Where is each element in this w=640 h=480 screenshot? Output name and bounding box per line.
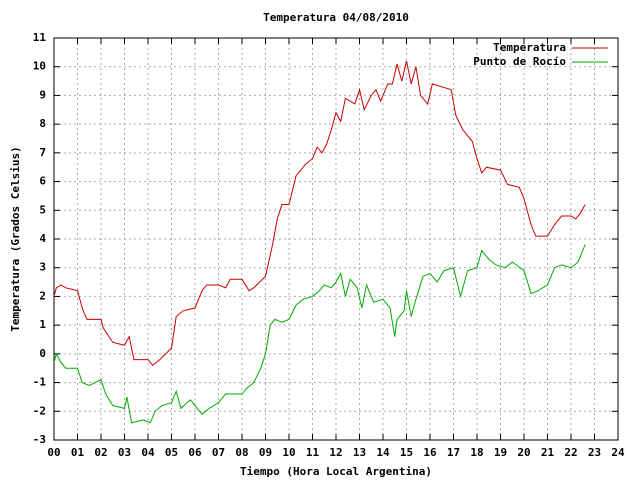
x-tick-label: 02 <box>94 446 107 459</box>
x-tick-label: 15 <box>400 446 413 459</box>
data-line <box>53 244 586 424</box>
x-tick-label: 12 <box>329 446 342 459</box>
y-tick-label: 8 <box>39 117 46 130</box>
x-tick-label: 11 <box>306 446 320 459</box>
y-tick-label: -3 <box>33 433 46 446</box>
y-tick-label: 3 <box>39 261 46 274</box>
y-tick-label: -1 <box>33 376 47 389</box>
x-tick-label: 07 <box>212 446 225 459</box>
x-axis-label: Tiempo (Hora Local Argentina) <box>240 465 432 478</box>
plot-border <box>53 37 619 441</box>
x-tick-label: 01 <box>71 446 85 459</box>
x-tick-label: 18 <box>470 446 483 459</box>
y-tick-label: 1 <box>39 318 46 331</box>
x-tick-label: 21 <box>541 446 555 459</box>
chart-title: Temperatura 04/08/2010 <box>263 11 409 24</box>
y-axis-label: Temperatura (Grados Celsius) <box>9 146 22 331</box>
y-tick-label: -2 <box>33 404 46 417</box>
legend-label: Punto de Rocío <box>473 55 566 68</box>
y-tick-label: 7 <box>39 146 46 159</box>
y-tick-label: 6 <box>39 175 46 188</box>
x-tick-label: 10 <box>282 446 295 459</box>
y-tick-label: 5 <box>39 203 46 216</box>
y-tick-label: 0 <box>39 347 46 360</box>
x-tick-label: 20 <box>517 446 530 459</box>
x-tick-label: 08 <box>235 446 248 459</box>
x-tick-label: 24 <box>611 446 625 459</box>
x-tick-label: 17 <box>447 446 460 459</box>
y-tick-label: 9 <box>39 88 46 101</box>
y-tick-label: 2 <box>39 289 46 302</box>
y-tick-label: 11 <box>33 31 47 44</box>
x-tick-label: 04 <box>141 446 155 459</box>
x-tick-label: 19 <box>494 446 507 459</box>
legend-label: Temperatura <box>493 41 566 54</box>
x-tick-label: 13 <box>353 446 366 459</box>
x-tick-label: 09 <box>259 446 272 459</box>
y-tick-label: 10 <box>33 60 46 73</box>
data-line <box>53 60 586 367</box>
x-tick-label: 05 <box>165 446 178 459</box>
x-tick-label: 00 <box>47 446 60 459</box>
x-tick-label: 16 <box>423 446 437 459</box>
x-tick-label: 06 <box>188 446 202 459</box>
x-tick-label: 23 <box>588 446 601 459</box>
x-tick-label: 22 <box>564 446 577 459</box>
y-tick-label: 4 <box>39 232 46 245</box>
x-tick-label: 14 <box>376 446 390 459</box>
x-tick-label: 03 <box>118 446 131 459</box>
